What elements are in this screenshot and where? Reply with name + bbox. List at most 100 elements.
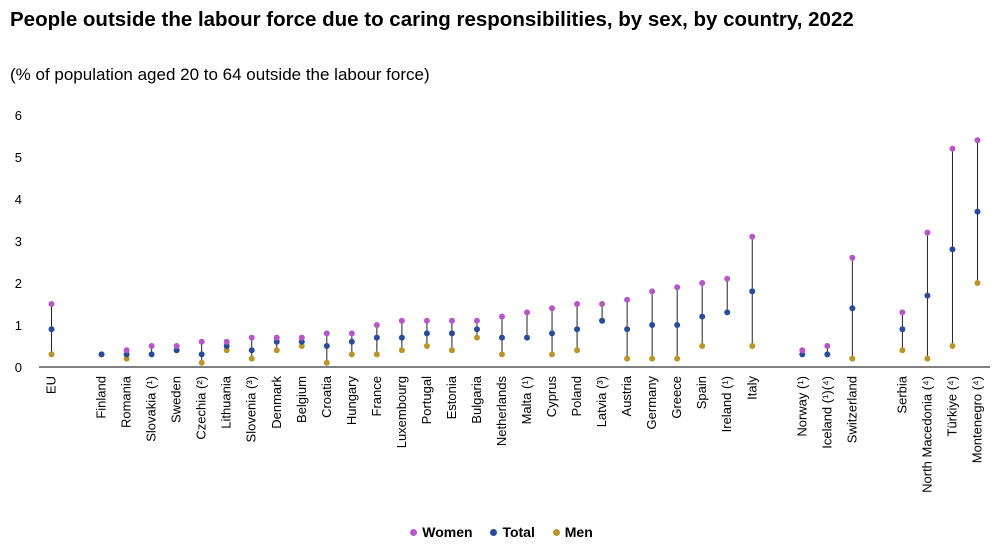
y-tick-label: 2	[15, 276, 22, 291]
x-tick-label: Iceland (¹)(⁴)	[819, 376, 834, 449]
legend-item-men: Men	[552, 524, 593, 540]
point-men	[448, 347, 455, 354]
legend-swatch-total	[490, 528, 498, 536]
point-total	[949, 246, 956, 253]
point-women	[899, 309, 906, 316]
point-total	[974, 208, 981, 215]
x-tick-label: Cyprus	[544, 376, 559, 418]
point-men	[674, 355, 681, 362]
point-men	[549, 351, 556, 358]
x-tick-label: Latvia (³)	[594, 376, 609, 427]
point-total	[373, 334, 380, 341]
x-tick-label: France	[369, 376, 384, 416]
point-women	[123, 347, 130, 354]
point-women	[148, 343, 155, 349]
point-women	[373, 322, 380, 328]
point-men	[223, 347, 230, 354]
x-tick-label: Switzerland	[844, 376, 859, 443]
point-total	[223, 343, 230, 349]
point-men	[348, 351, 355, 358]
point-men	[473, 334, 480, 341]
point-men	[699, 343, 706, 349]
x-tick-label: Spain	[694, 376, 709, 409]
point-women	[423, 317, 430, 324]
point-men	[849, 355, 856, 362]
point-total	[524, 334, 531, 341]
point-men	[749, 343, 756, 349]
y-tick-label: 3	[15, 234, 22, 249]
point-total	[624, 326, 631, 333]
point-women	[473, 317, 480, 324]
x-tick-label: Sweden	[169, 376, 184, 423]
point-total	[323, 343, 330, 349]
point-total	[298, 338, 305, 345]
point-total	[98, 351, 105, 358]
x-tick-label: Czechia (²)	[194, 376, 209, 440]
point-total	[173, 347, 180, 354]
point-women	[198, 338, 205, 345]
point-total	[423, 330, 430, 337]
point-men	[624, 355, 631, 362]
point-total	[824, 351, 831, 358]
y-tick-label: 4	[15, 192, 22, 207]
x-tick-label: Denmark	[269, 376, 284, 429]
point-women	[48, 301, 55, 307]
point-men	[949, 343, 956, 349]
point-total	[724, 309, 731, 316]
point-total	[348, 338, 355, 345]
point-total	[148, 351, 155, 358]
y-tick-label: 5	[15, 150, 22, 165]
point-men	[423, 343, 430, 349]
y-tick-label: 0	[15, 360, 22, 375]
point-total	[749, 288, 756, 295]
x-tick-label: Slovenia (³)	[244, 376, 259, 442]
point-women	[799, 347, 806, 354]
point-women	[223, 338, 230, 345]
point-women	[398, 317, 405, 324]
x-tick-label: North Macedonia (⁴)	[919, 376, 934, 493]
legend-item-total: Total	[490, 524, 535, 540]
point-women	[599, 301, 606, 307]
point-total	[48, 326, 55, 333]
x-tick-label: Luxembourg	[394, 376, 409, 448]
x-tick-label: Romania	[119, 375, 134, 428]
point-women	[849, 254, 856, 261]
x-tick-label: Italy	[744, 376, 759, 400]
x-tick-label: Malta (¹)	[519, 376, 534, 424]
point-total	[849, 305, 856, 312]
point-total	[273, 338, 280, 345]
x-tick-label: Greece	[669, 376, 684, 419]
point-men	[574, 347, 581, 354]
point-women	[498, 313, 505, 320]
point-total	[674, 322, 681, 328]
point-men	[323, 359, 330, 366]
x-tick-label: Serbia	[894, 375, 909, 413]
y-tick-label: 6	[15, 108, 22, 123]
x-tick-label: Belgium	[294, 376, 309, 423]
x-tick-label: Netherlands	[494, 376, 509, 447]
x-tick-label: Slovakia (¹)	[144, 376, 159, 442]
point-total	[248, 347, 255, 354]
x-tick-label: Poland	[569, 376, 584, 416]
y-tick-label: 1	[15, 318, 22, 333]
x-tick-label: Austria	[619, 375, 634, 416]
legend-label-women: Women	[422, 524, 473, 540]
point-men	[649, 355, 656, 362]
x-tick-label: Estonia	[444, 375, 459, 419]
point-men	[198, 359, 205, 366]
point-women	[824, 343, 831, 349]
point-women	[574, 301, 581, 307]
point-women	[273, 334, 280, 341]
x-tick-label: Portugal	[419, 376, 434, 425]
point-men	[498, 351, 505, 358]
point-women	[323, 330, 330, 337]
x-tick-label: Hungary	[344, 376, 359, 426]
x-tick-label: Germany	[644, 376, 659, 430]
x-tick-label: Norway (¹)	[794, 376, 809, 437]
point-women	[248, 334, 255, 341]
point-total	[498, 334, 505, 341]
point-women	[649, 288, 656, 295]
legend-label-men: Men	[564, 524, 593, 540]
point-total	[699, 313, 706, 320]
point-total	[924, 292, 931, 299]
